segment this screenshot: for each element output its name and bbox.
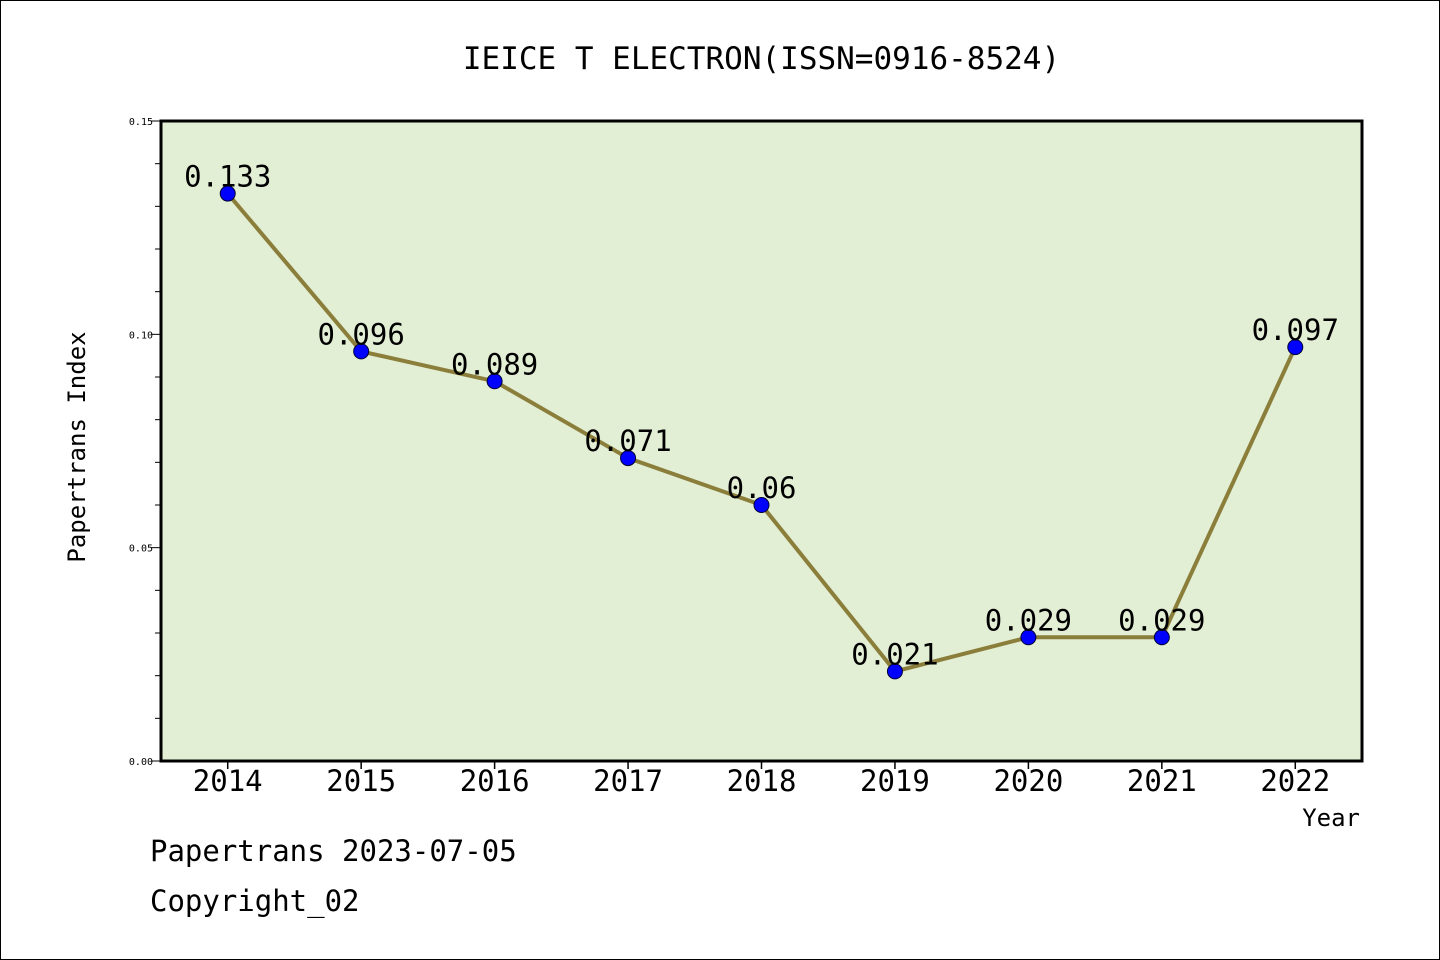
x-tick-label: 2017 [593, 764, 663, 798]
x-tick-label: 2015 [326, 764, 396, 798]
y-tick-label: 0.05 [129, 544, 153, 555]
y-tick-label: 0.00 [129, 757, 153, 768]
data-point [753, 497, 770, 513]
chart-title: IEICE T ELECTRON(ISSN=0916-8524) [463, 41, 1060, 77]
data-label: 0.029 [985, 603, 1072, 637]
y-axis-label: Papertrans Index [63, 331, 91, 562]
data-point [353, 343, 370, 360]
data-point [620, 450, 637, 467]
data-label: 0.06 [727, 471, 797, 505]
data-point [1287, 339, 1304, 356]
x-tick-label: 2016 [460, 764, 530, 798]
x-tick-label: 2020 [993, 764, 1063, 798]
data-point [1153, 629, 1170, 646]
y-tick-label: 0.10 [129, 330, 153, 341]
data-label: 0.089 [451, 347, 538, 381]
data-label: 0.071 [584, 424, 671, 458]
data-point [486, 373, 503, 390]
data-label: 0.097 [1252, 313, 1339, 347]
x-tick-label: 2019 [860, 764, 930, 798]
data-label: 0.133 [184, 160, 271, 194]
x-tick-label: 2021 [1127, 764, 1197, 798]
x-tick-label: 2018 [727, 764, 797, 798]
data-point [886, 663, 903, 680]
data-point [1020, 629, 1037, 646]
footer-copyright: Copyright_02 [150, 884, 360, 918]
data-label: 0.096 [318, 317, 405, 351]
footer-date: Papertrans 2023-07-05 [150, 834, 517, 868]
plot-area [159, 119, 1364, 763]
data-label: 0.029 [1118, 603, 1205, 637]
x-tick-label: 2014 [193, 764, 263, 798]
data-point [219, 185, 236, 202]
x-tick-label: 2022 [1260, 764, 1330, 798]
x-axis-label: Year [1302, 804, 1360, 832]
y-tick-label: 0.15 [129, 117, 153, 128]
data-label: 0.021 [851, 637, 938, 671]
